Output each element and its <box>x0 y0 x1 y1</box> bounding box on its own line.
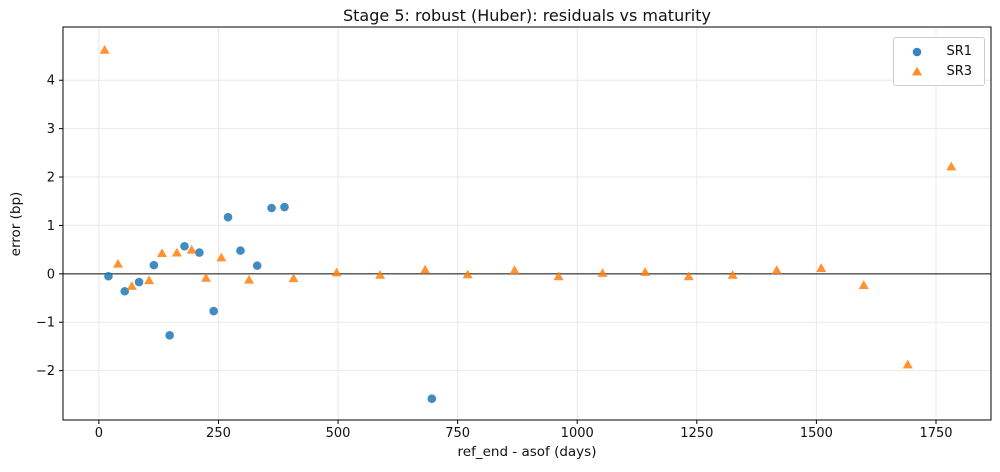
y-axis-label: error (bp) <box>8 191 24 257</box>
scatter-point-sr3 <box>597 268 608 277</box>
scatter-point-sr3 <box>553 271 564 281</box>
scatter-point-sr3 <box>771 265 782 274</box>
scatter-point-sr1 <box>165 331 174 340</box>
scatter-point-sr3 <box>113 258 124 268</box>
x-tick-label: 0 <box>95 426 103 441</box>
scatter-point-sr1 <box>180 241 189 251</box>
x-tick-label: 1000 <box>561 426 594 441</box>
legend-item-sr3: SR3 <box>904 64 972 79</box>
scatter-point-sr1 <box>223 212 233 222</box>
x-tick-label: 500 <box>326 426 351 441</box>
x-tick-label: 1750 <box>919 426 952 441</box>
x-tick-label: 250 <box>206 426 231 441</box>
y-tick-label: −1 <box>36 316 55 331</box>
scatter-point-sr3 <box>420 264 431 274</box>
axes-spines <box>62 26 992 421</box>
scatter-point-sr1 <box>267 203 276 213</box>
scatter-point-sr1 <box>104 271 113 281</box>
scatter-point-sr1 <box>149 260 159 270</box>
scatter-point-sr1 <box>280 202 289 212</box>
scatter-point-sr3 <box>640 267 651 276</box>
x-tick-label: 1500 <box>800 426 833 441</box>
sr1-circle-marker-icon <box>904 45 930 59</box>
scatter-point-sr3 <box>727 270 738 279</box>
x-tick-label: 750 <box>445 426 470 441</box>
scatter-point-sr1 <box>195 248 204 257</box>
scatter-point-sr3 <box>902 359 913 369</box>
scatter-point-sr3 <box>186 244 197 254</box>
scatter-point-sr3 <box>157 248 168 258</box>
scatter-point-sr1 <box>236 246 245 255</box>
legend-label-sr1: SR1 <box>946 44 972 59</box>
scatter-point-sr1 <box>252 261 262 270</box>
y-tick-label: −2 <box>36 364 55 379</box>
scatter-point-sr3 <box>509 265 520 274</box>
y-tick-label: 1 <box>47 219 55 234</box>
chart-title: Stage 5: robust (Huber): residuals vs ma… <box>343 6 711 25</box>
scatter-point-sr3 <box>201 272 212 282</box>
y-tick-label: 3 <box>47 122 55 137</box>
scatter-point-sr3 <box>99 45 110 54</box>
scatter-point-sr3 <box>858 280 869 289</box>
scatter-point-sr3 <box>126 281 137 290</box>
scatter-point-sr1 <box>209 306 218 316</box>
scatter-point-sr3 <box>288 273 299 283</box>
legend: SR1 SR3 <box>893 37 985 86</box>
scatter-point-sr3 <box>946 161 957 171</box>
scatter-point-sr3 <box>171 247 182 257</box>
legend-label-sr3: SR3 <box>946 64 972 79</box>
scatter-point-sr1 <box>120 286 130 296</box>
scatter-point-sr3 <box>216 252 227 262</box>
y-tick-label: 0 <box>47 267 55 282</box>
scatter-point-sr3 <box>331 267 342 277</box>
scatter-point-sr1 <box>134 277 144 287</box>
scatter-point-sr3 <box>683 271 694 281</box>
y-tick-label: 4 <box>47 74 55 89</box>
scatter-point-sr3 <box>816 263 827 273</box>
x-axis-label: ref_end - asof (days) <box>457 444 597 460</box>
legend-item-sr1: SR1 <box>904 44 972 59</box>
scatter-point-sr3 <box>462 269 473 279</box>
sr3-triangle-marker-icon <box>904 65 930 79</box>
scatter-point-sr1 <box>427 394 437 404</box>
y-tick-label: 2 <box>47 171 55 186</box>
scatter-point-sr3 <box>244 274 255 284</box>
scatter-point-sr3 <box>144 275 155 285</box>
x-tick-label: 1250 <box>680 426 713 441</box>
scatter-point-sr3 <box>375 270 386 279</box>
